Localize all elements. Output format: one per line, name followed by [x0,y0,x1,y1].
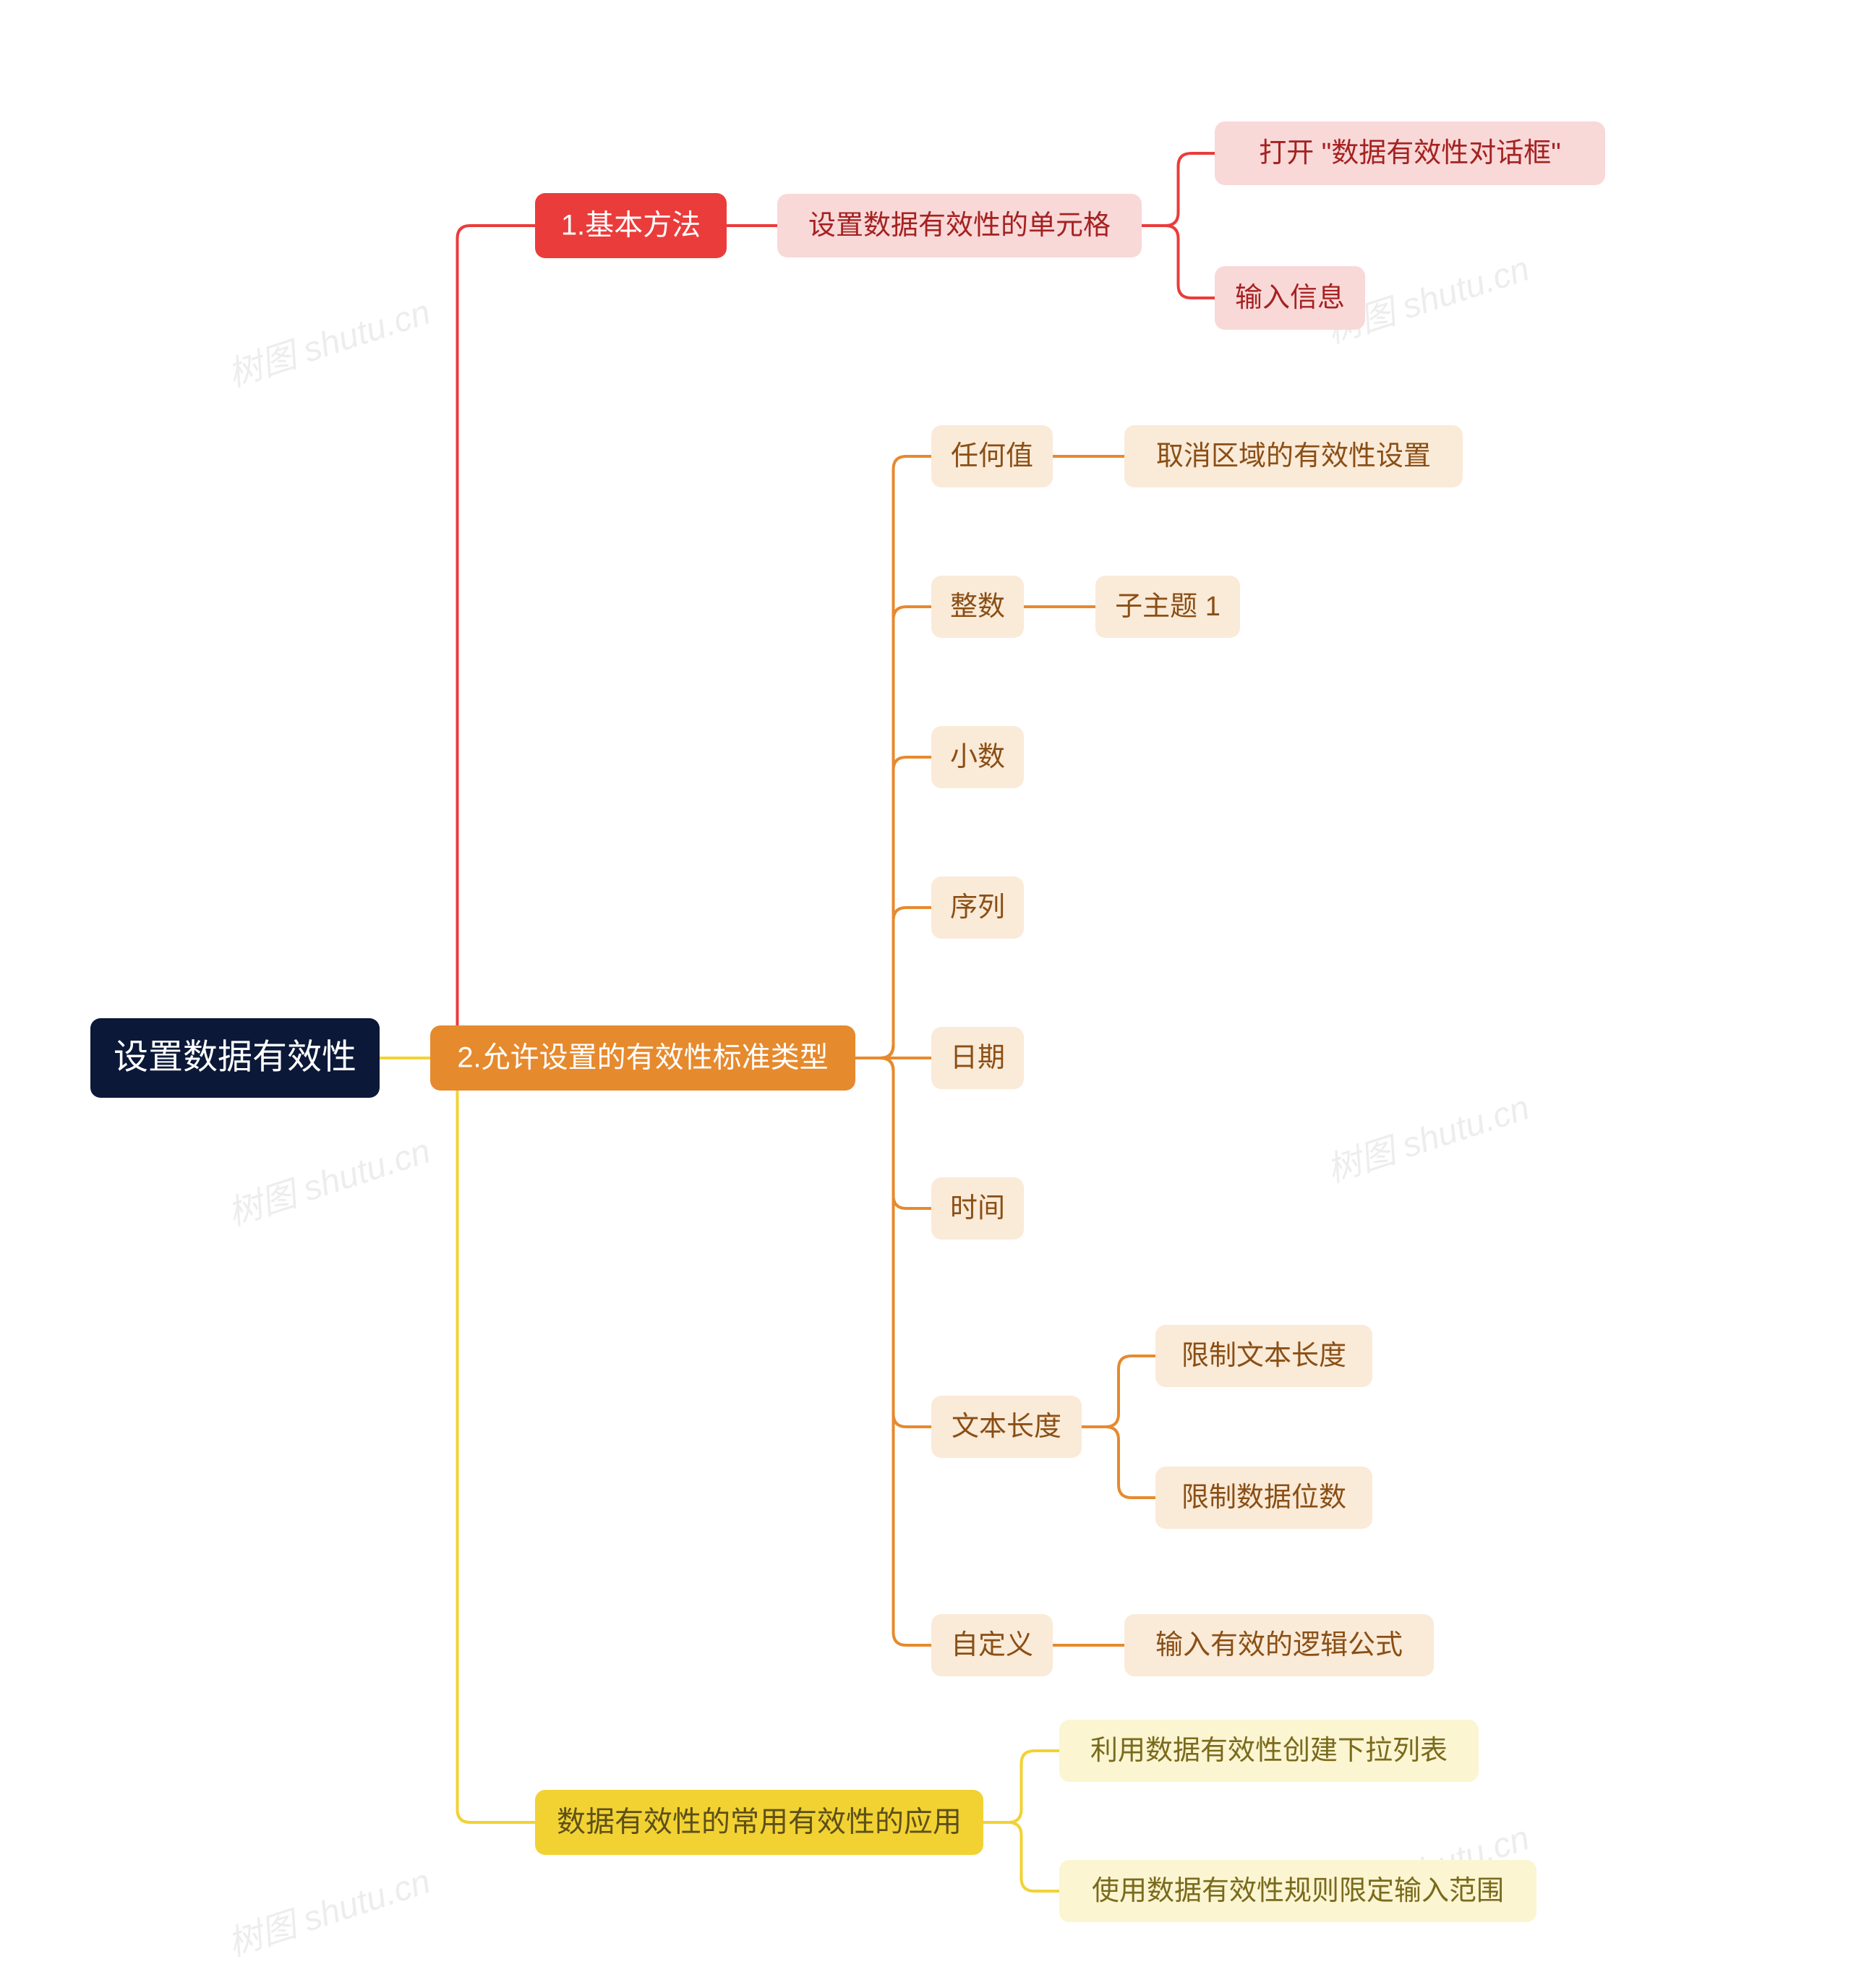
b2c7b-label: 限制数据位数 [1181,1483,1346,1513]
root-label: 设置数据有效性 [114,1038,356,1077]
b2-label: 2.允许设置的有效性标准类型 [457,1042,828,1074]
watermark: 树图 shutu.cn [1322,1088,1534,1190]
b2c8-label: 自定义 [951,1630,1033,1660]
b3c1-label: 利用数据有效性创建下拉列表 [1090,1736,1448,1766]
b2c7a-label: 限制文本长度 [1181,1341,1346,1371]
b1c1b-label: 输入信息 [1235,283,1345,313]
b1c1-label: 设置数据有效性的单元格 [808,210,1111,241]
b1-label: 1.基本方法 [561,210,701,242]
watermark: 树图 shutu.cn [223,293,435,394]
connector [1142,226,1215,298]
connector [1082,1356,1155,1427]
nodes: 设置数据有效性 1.基本方法 设置数据有效性的单元格 打开 "数据有效性对话框" 输入信… [90,121,1605,1922]
b3-label: 数据有效性的常用有效性的应用 [557,1806,962,1838]
b2c8a-label: 输入有效的逻辑公式 [1155,1630,1403,1660]
b2c3-label: 小数 [950,742,1005,772]
connector [380,226,535,1058]
b3c2-label: 使用数据有效性规则限定输入范围 [1092,1876,1504,1906]
b2c2-label: 整数 [950,592,1005,622]
connectors [380,153,1215,1891]
connector [1082,1427,1155,1498]
b2c5-label: 日期 [950,1043,1005,1073]
watermark: 树图 shutu.cn [223,1132,435,1233]
watermark: 树图 shutu.cn [223,1862,435,1963]
connector [1142,153,1215,226]
b2c6-label: 时间 [950,1193,1005,1224]
connector [855,1058,931,1645]
connector [855,908,931,1058]
b2c4-label: 序列 [950,892,1005,923]
connector [983,1822,1059,1891]
mindmap-svg: 树图 shutu.cn 树图 shutu.cn 树图 shutu.cn 树图 shut… [0,0,1851,1988]
b2c1a-label: 取消区域的有效性设置 [1156,441,1431,472]
b2c7-label: 文本长度 [952,1412,1061,1442]
b2c1-label: 任何值 [951,441,1033,472]
connector [983,1751,1059,1822]
b2c2a-label: 子主题 1 [1115,592,1221,622]
b1c1a-label: 打开 "数据有效性对话框" [1259,138,1561,168]
